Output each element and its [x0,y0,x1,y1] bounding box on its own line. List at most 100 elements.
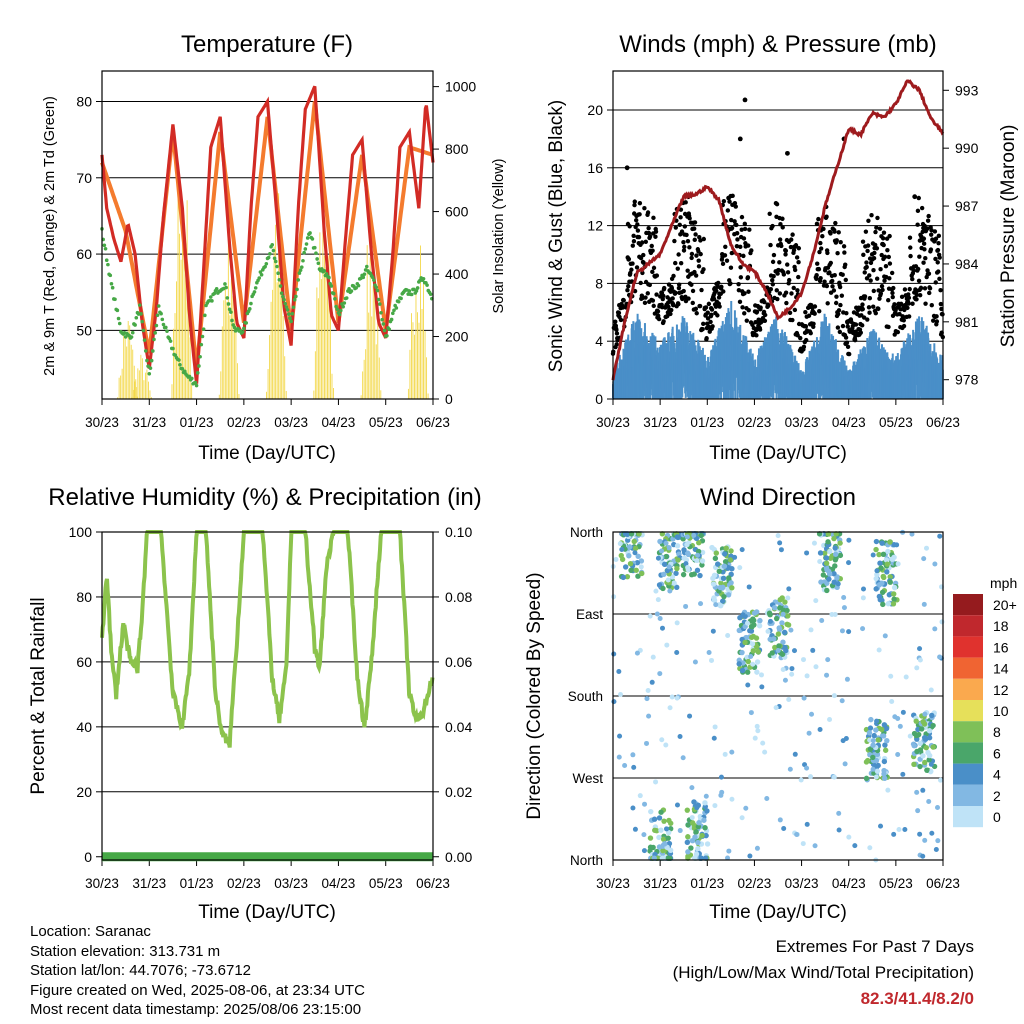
gust-point [709,312,714,318]
gust-point [886,298,891,303]
dewpoint-point [263,264,267,269]
dewpoint-point [257,276,262,280]
gust-point [818,275,823,281]
dewpoint-point [134,315,139,320]
gust-point [717,304,722,309]
direction-point [881,775,888,782]
direction-point [895,752,901,758]
direction-point [935,838,941,844]
direction-point [754,659,761,665]
dewpoint-point [428,292,433,297]
direction-point [712,724,718,730]
direction-point [765,628,771,634]
direction-point [777,597,783,603]
x-tick-label: 02/23 [738,876,772,891]
gust-point [796,260,801,265]
direction-point [745,658,751,665]
gust-point [774,202,780,207]
direction-point [658,809,664,815]
direction-point [688,845,694,851]
direction-point [699,562,705,568]
direction-point [684,541,690,548]
gust-point [684,232,689,238]
gust-point [641,260,646,265]
gust-point [779,243,784,249]
direction-point [879,597,885,604]
gust-point [820,234,825,239]
gust-point [876,288,881,293]
gust-point [626,284,631,289]
direction-point [732,554,738,560]
direction-point [831,535,837,542]
gust-point [780,216,785,221]
gust-point [746,289,751,294]
direction-point [710,575,716,581]
direction-point [780,667,786,673]
gust-point [834,294,839,299]
direction-point [674,584,680,591]
gust-point [783,248,789,254]
temperature-ylabel-right: Solar Insolation (Yellow) [491,158,507,313]
gust-point [645,210,651,215]
dewpoint-point [314,251,318,255]
direction-point [926,798,932,804]
extremes-subheading: (High/Low/Max Wind/Total Precipitation) [672,963,974,982]
dewpoint-point [414,289,419,293]
direction-point [685,551,692,558]
dewpoint-point [226,302,231,306]
dewpoint-point [285,308,290,312]
direction-point [665,835,671,841]
gust-point [689,255,694,261]
direction-point [637,793,643,799]
direction-point [787,766,793,772]
direction-point [873,546,879,553]
gust-point [816,266,822,272]
dewpoint-point [155,313,160,318]
direction-point [917,831,923,837]
dewpoint-point [247,307,252,311]
dewpoint-point [142,338,147,342]
direction-point [638,564,644,570]
gust-point [877,296,882,301]
y2-tick-label: 800 [445,141,469,157]
gust-point [645,291,650,296]
gust-point [770,259,776,265]
gust-point [770,282,776,287]
gust-peak-point [912,194,918,200]
gust-point [935,247,941,253]
gust-point [754,333,759,338]
dewpoint-point [270,242,275,247]
direction-point [710,628,716,634]
direction-point [824,587,830,594]
gust-point [921,260,926,265]
gust-point [845,324,850,329]
direction-point [667,705,673,711]
direction-point [685,565,691,571]
gust-point [701,267,706,272]
gust-point [860,306,865,312]
y2-tick-label: 0.00 [445,849,472,865]
y2-tick-label: 1000 [445,79,476,95]
pressure-line [611,79,945,381]
legend-swatch [953,721,983,743]
x-tick-label: 01/23 [180,876,214,891]
gust-point [638,255,644,261]
gust-point [803,310,808,315]
direction-point [880,601,886,608]
direction-point [651,816,658,822]
direction-point [887,579,893,585]
gust-point [771,252,777,258]
direction-point [846,834,852,840]
gust-point [879,284,885,289]
direction-point [718,774,724,780]
direction-point [750,661,756,667]
gust-point [890,290,895,296]
gust-point [777,260,782,265]
direction-point [885,787,891,793]
direction-point [813,664,819,670]
y2-tick-label: 200 [445,329,469,345]
gust-point [638,280,643,286]
dewpoint-point [361,275,366,280]
x-tick-label: 06/23 [416,876,450,891]
direction-point [760,740,766,746]
